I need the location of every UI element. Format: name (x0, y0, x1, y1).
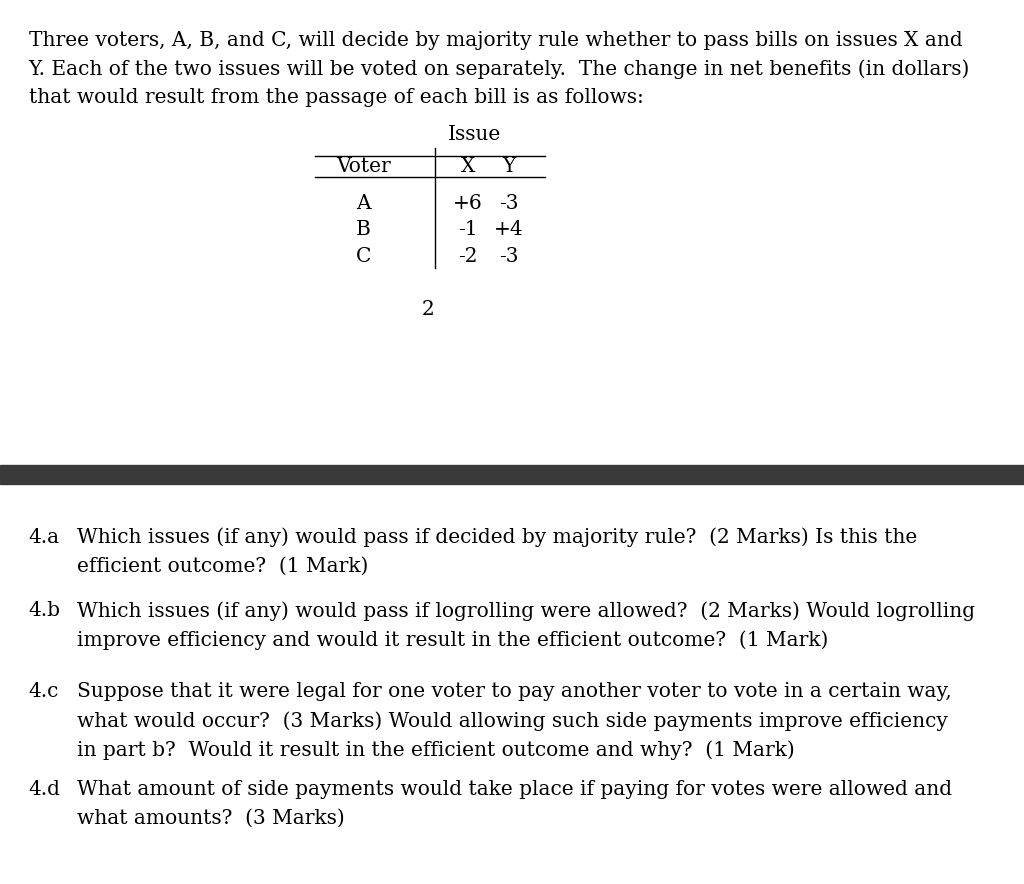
Text: -3: -3 (499, 194, 519, 213)
Text: Y: Y (503, 156, 515, 176)
Bar (0, 465, 1024, 484)
Text: what amounts?  (3 Marks): what amounts? (3 Marks) (77, 809, 344, 827)
Text: Which issues (if any) would pass if logrolling were allowed?  (2 Marks) Would lo: Which issues (if any) would pass if logr… (77, 601, 975, 621)
Text: -3: -3 (499, 247, 519, 266)
Text: +4: +4 (495, 220, 523, 240)
Text: Voter: Voter (336, 156, 391, 176)
Text: -2: -2 (458, 247, 478, 266)
Text: -1: -1 (458, 220, 478, 240)
Text: 4.d: 4.d (29, 780, 60, 798)
Text: X: X (461, 156, 475, 176)
Text: Suppose that it were legal for one voter to pay another voter to vote in a certa: Suppose that it were legal for one voter… (77, 682, 951, 701)
Text: 4.c: 4.c (29, 682, 59, 701)
Text: A: A (356, 194, 371, 213)
Text: Three voters, A, B, and C, will decide by majority rule whether to pass bills on: Three voters, A, B, and C, will decide b… (29, 31, 970, 107)
Text: What amount of side payments would take place if paying for votes were allowed a: What amount of side payments would take … (77, 780, 952, 798)
Text: 4.b: 4.b (29, 601, 60, 620)
Text: improve efficiency and would it result in the efficient outcome?  (1 Mark): improve efficiency and would it result i… (77, 630, 828, 650)
Text: efficient outcome?  (1 Mark): efficient outcome? (1 Mark) (77, 557, 369, 575)
Text: C: C (355, 247, 372, 266)
Text: Issue: Issue (447, 125, 501, 144)
Text: +6: +6 (453, 194, 483, 213)
Text: what would occur?  (3 Marks) Would allowing such side payments improve efficienc: what would occur? (3 Marks) Would allowi… (77, 712, 947, 731)
Text: B: B (356, 220, 371, 240)
Text: 2: 2 (422, 300, 434, 319)
Text: Which issues (if any) would pass if decided by majority rule?  (2 Marks) Is this: Which issues (if any) would pass if deci… (77, 528, 918, 547)
Text: in part b?  Would it result in the efficient outcome and why?  (1 Mark): in part b? Would it result in the effici… (77, 741, 795, 760)
Text: 4.a: 4.a (29, 528, 59, 546)
